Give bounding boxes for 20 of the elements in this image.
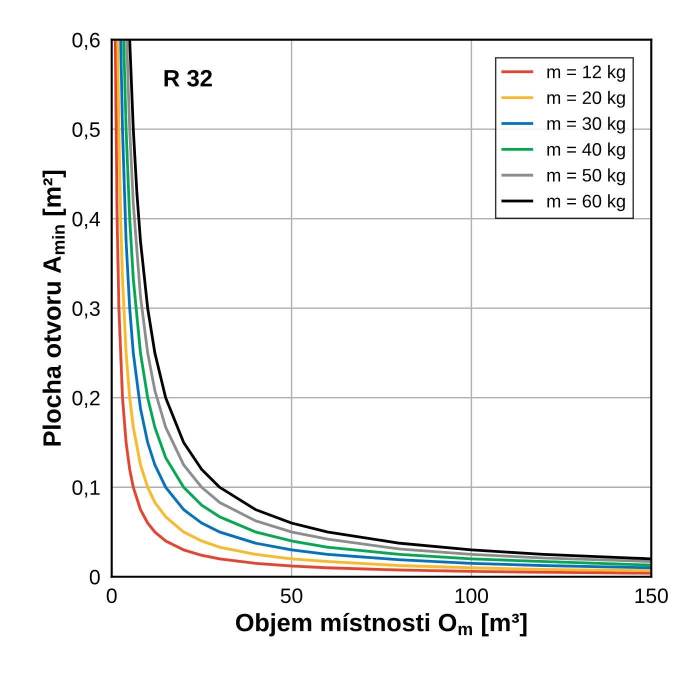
legend-label: m = 30 kg: [547, 116, 625, 134]
annotation: R 32: [164, 70, 212, 87]
legend-label: m = 40 kg: [547, 142, 625, 160]
y-tick-label: 0,3: [72, 301, 100, 318]
y-axis-title: Plocha otvoru A$_{min}$ [m²]: [42, 170, 66, 446]
y-tick-label: 0,5: [72, 122, 100, 140]
legend-label: m = 50 kg: [547, 168, 625, 186]
legend-label: m = 12 kg: [547, 64, 625, 82]
x-tick-label: 0: [106, 588, 117, 604]
y-tick-label: 0: [90, 570, 100, 585]
x-axis-title: Objem místnosti O$_{m}$ [m³]: [236, 612, 526, 636]
y-tick-label: 0,6: [72, 32, 100, 50]
x-tick-label: 50: [280, 588, 302, 604]
y-tick-label: 0,2: [72, 390, 100, 408]
y-tick-label: 0,4: [72, 212, 100, 229]
x-tick-label: 150: [635, 588, 668, 604]
legend-label: m = 20 kg: [547, 90, 625, 108]
y-tick-label: 0,1: [72, 480, 100, 498]
legend-label: m = 60 kg: [547, 194, 625, 212]
x-tick-label: 100: [456, 588, 488, 604]
